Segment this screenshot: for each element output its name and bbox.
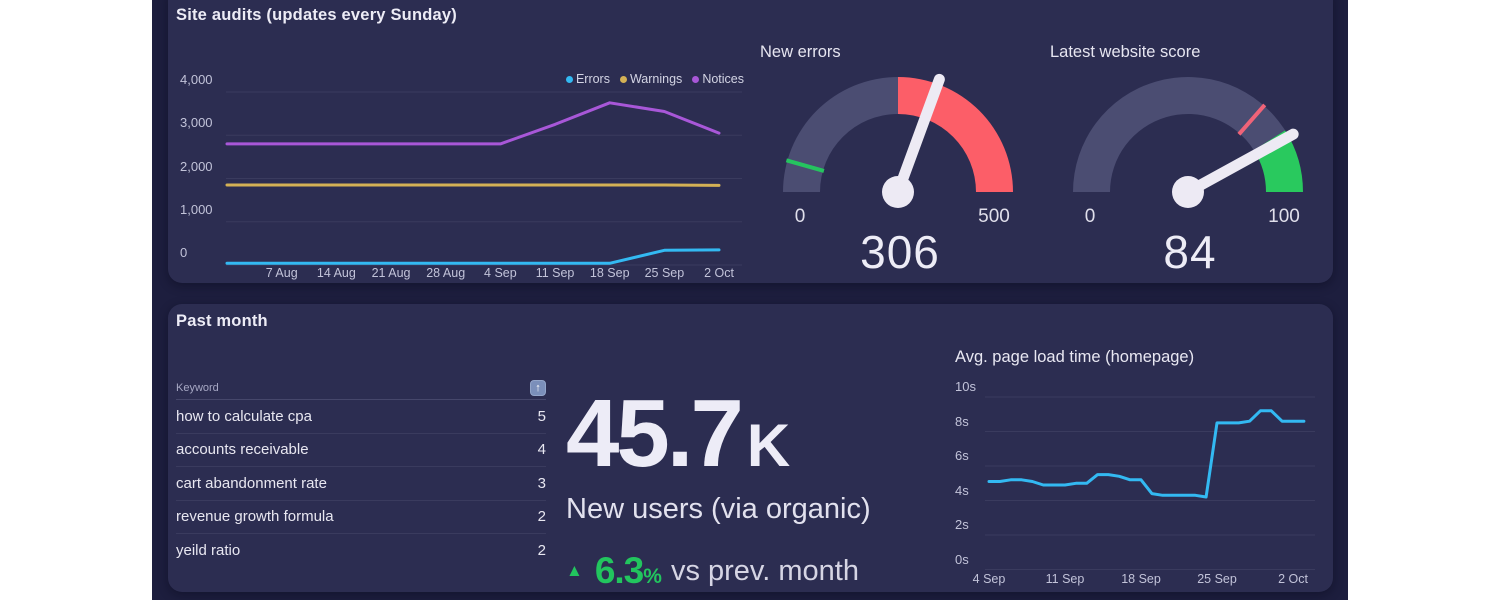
keyword-cell: accounts receivable [176,441,309,459]
x-tick-label: 2 Oct [1278,572,1308,586]
threshold-tick [1237,103,1267,136]
legend-item-errors: Errors [565,72,610,86]
chart-plot [225,91,742,266]
gauge-title: Latest website score [1050,43,1201,61]
x-tick-label: 18 Sep [1121,572,1161,586]
y-tick-label: 6s [955,448,969,463]
keyword-table-header: Keyword ↑ [176,376,546,400]
gauge-title: New errors [760,43,841,61]
x-tick-label: 7 Aug [265,266,298,280]
dashboard-background: Site audits (updates every Sunday) Error… [152,0,1348,600]
big-number-label: New users (via organic) [566,493,871,526]
keyword-column-header: Keyword [176,381,219,394]
y-tick-label: 4s [955,482,969,498]
sort-ascending-icon[interactable]: ↑ [530,379,546,396]
x-tick-label: 11 Sep [535,266,575,280]
past-month-title: Past month [176,312,268,330]
series-line-avg-page-load-time-homepage- [987,409,1306,499]
x-tick-label: 11 Sep [1045,572,1085,586]
legend-label: Errors [575,72,610,86]
x-tick-label: 4 Sep [972,572,1006,586]
site-audits-title: Site audits (updates every Sunday) [176,6,457,24]
chart-plot [985,396,1315,570]
count-cell: 4 [537,441,546,459]
y-tick-label: 1,000 [180,201,213,217]
gauge-value: 84 [1163,226,1217,278]
gauge-needle [1182,128,1299,198]
warnings-series-dot-icon [619,75,627,83]
x-tick-label: 2 Oct [704,266,734,280]
delta-row: ▲ 6.3% vs prev. month [566,550,951,592]
page-load-chart: Avg. page load time (homepage) 10s 8s 6s 4s… [955,344,1317,590]
site-audits-card: Site audits (updates every Sunday) Error… [168,0,1333,283]
keyword-table: Keyword ↑ how to calculate cpa 5 accounts … [176,376,546,568]
gauge-arc [783,73,1013,208]
count-cell: 2 [537,542,546,560]
gauge-min-label: 0 [1084,206,1096,227]
y-tick-label: 2,000 [180,158,213,174]
delta-comparison-text: vs prev. month [670,554,859,587]
chart-legend: Errors Warnings Notices [565,72,744,86]
big-number-value: 45.7 [566,380,744,487]
x-tick-label: 25 Sep [1197,572,1237,586]
keyword-cell: revenue growth formula [176,508,334,526]
count-cell: 3 [537,474,546,492]
legend-item-warnings: Warnings [619,72,683,86]
x-tick-label: 18 Sep [589,266,630,280]
legend-label: Notices [702,72,744,86]
past-month-card: Past month Keyword ↑ how to calculate cp… [168,304,1333,592]
y-tick-label: 3,000 [180,115,213,131]
website-score-gauge: Latest website score 0 100 84 [1050,43,1330,283]
y-tick-label: 0s [955,551,969,567]
keyword-cell: yeild ratio [176,542,241,560]
x-tick-label: 21 Aug [371,266,411,280]
gauge-zone [783,77,898,192]
count-cell: 5 [537,407,546,425]
new-users-widget: 45.7 K New users (via organic) ▲ 6.3% vs … [566,386,951,592]
x-tick-label: 14 Aug [316,266,356,280]
table-row: accounts receivable 4 [176,434,546,467]
legend-label: Warnings [629,72,683,86]
x-tick-label: 25 Sep [644,266,685,280]
y-tick-label: 10s [955,379,976,394]
gauge-min-label: 0 [794,206,806,227]
table-row: how to calculate cpa 5 [176,400,546,434]
keyword-cell: cart abandonment rate [176,474,327,492]
site-audits-chart: Errors Warnings Notices 4,000 3,000 2,000 1,0… [180,68,746,280]
y-tick-label: 0 [180,245,188,260]
gauge-value: 306 [860,226,940,278]
notices-series-dot-icon [692,75,700,83]
gauge-hub [882,176,914,208]
gauge-hub [1172,176,1204,208]
page-load-chart-title: Avg. page load time (homepage) [955,348,1195,366]
keyword-cell: how to calculate cpa [176,407,312,425]
x-tick-label: 28 Aug [426,266,466,280]
threshold-tick [785,158,825,173]
gauge-needle [892,73,945,198]
gauge-max-label: 500 [978,206,1010,227]
count-cell: 2 [537,508,546,526]
table-row: cart abandonment rate 3 [176,467,546,501]
gauge-max-label: 100 [1268,206,1300,227]
new-errors-gauge: New errors 0 500 306 [760,43,1040,283]
keyword-table-body: how to calculate cpa 5 accounts receivable… [176,400,546,568]
percent-sign: % [643,565,662,589]
y-tick-label: 4,000 [180,72,213,87]
y-tick-label: 2s [955,517,969,532]
legend-item-notices: Notices [692,72,744,86]
big-number: 45.7 K [566,386,951,482]
big-number-unit: K [746,412,791,479]
errors-series-dot-icon [565,75,573,83]
y-tick-label: 8s [955,413,969,429]
delta-value: 6.3% [594,550,662,592]
table-row: yeild ratio 2 [176,534,546,568]
table-row: revenue growth formula 2 [176,501,546,534]
x-tick-label: 4 Sep [484,266,517,280]
arrow-up-icon: ▲ [566,561,583,581]
series-line-errors [225,248,721,265]
gauge-zone [1073,77,1286,192]
gauge-arc [1073,77,1303,208]
series-line-notices [225,101,721,146]
